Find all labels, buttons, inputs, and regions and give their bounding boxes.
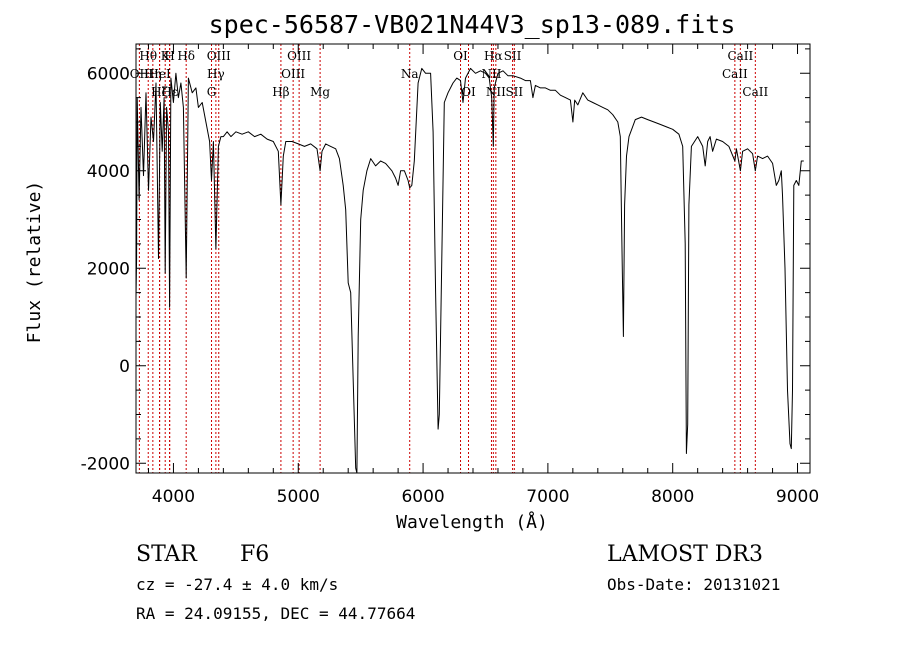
x-tick-label: 5000 — [277, 487, 320, 507]
line-marker-label: OI — [453, 49, 468, 63]
y-tick-label: 2000 — [87, 259, 130, 279]
line-marker-label: HeI — [148, 67, 171, 81]
line-marker-label: G — [207, 85, 217, 99]
line-marker-label: CaII — [742, 85, 768, 99]
y-tick-label: 6000 — [87, 64, 130, 84]
spectrum-line — [135, 67, 804, 474]
coordinates-readout: RA = 24.09155, DEC = 44.77664 — [136, 604, 415, 623]
line-marker-label: Hη — [144, 67, 162, 81]
line-marker-label: SII — [505, 85, 523, 99]
x-tick-label: 8000 — [651, 487, 694, 507]
x-axis-ticks: 4000 5000 6000 7000 8000 9000 — [147, 44, 819, 507]
chart-title: spec-56587-VB021N44V3_sp13-089.fits — [209, 10, 736, 39]
y-tick-label: 0 — [119, 357, 130, 377]
line-marker-label: Hε — [161, 85, 178, 99]
x-tick-label: 7000 — [526, 487, 569, 507]
survey-name: LAMOST DR3 — [607, 542, 763, 567]
emission-line-markers — [138, 44, 756, 473]
line-marker-label: Hθ — [139, 49, 157, 63]
line-marker-label: Hβ — [272, 85, 289, 99]
plot-frame — [135, 43, 811, 474]
line-marker-label: H — [164, 49, 174, 63]
redshift-readout: cz = -27.4 ± 4.0 km/s — [136, 575, 338, 594]
line-marker-label: K — [161, 49, 171, 63]
line-marker-label: Na — [401, 67, 419, 81]
line-marker-label: CaII — [722, 67, 748, 81]
line-marker-label: OIII — [281, 67, 305, 81]
x-axis-label: Wavelength (Å) — [396, 511, 548, 533]
object-subclass: F6 — [240, 542, 269, 567]
line-marker-label: Hδ — [177, 49, 195, 63]
observation-date: Obs-Date: 20131021 — [607, 575, 780, 594]
line-marker-label: CaII — [727, 49, 753, 63]
x-tick-label: 9000 — [776, 487, 819, 507]
y-axis-ticks: -2000 0 2000 4000 6000 — [81, 48, 810, 474]
x-tick-label: 4000 — [152, 487, 195, 507]
y-tick-label: -2000 — [81, 454, 130, 474]
line-marker-label: Hγ — [207, 67, 225, 81]
x-tick-label: 6000 — [401, 487, 444, 507]
object-class: STAR — [136, 542, 198, 567]
line-marker-label: Hα — [484, 49, 503, 63]
line-marker-label: OII — [130, 67, 150, 81]
y-tick-label: 4000 — [87, 162, 130, 182]
line-marker-label: NII — [486, 85, 506, 99]
line-marker-label: OIII — [287, 49, 311, 63]
line-marker-label: SII — [504, 49, 522, 63]
y-axis-label: Flux (relative) — [24, 181, 45, 344]
line-marker-label: NII — [481, 67, 501, 81]
line-marker-label: OIII — [207, 49, 231, 63]
line-marker-label: Mg — [310, 85, 330, 99]
